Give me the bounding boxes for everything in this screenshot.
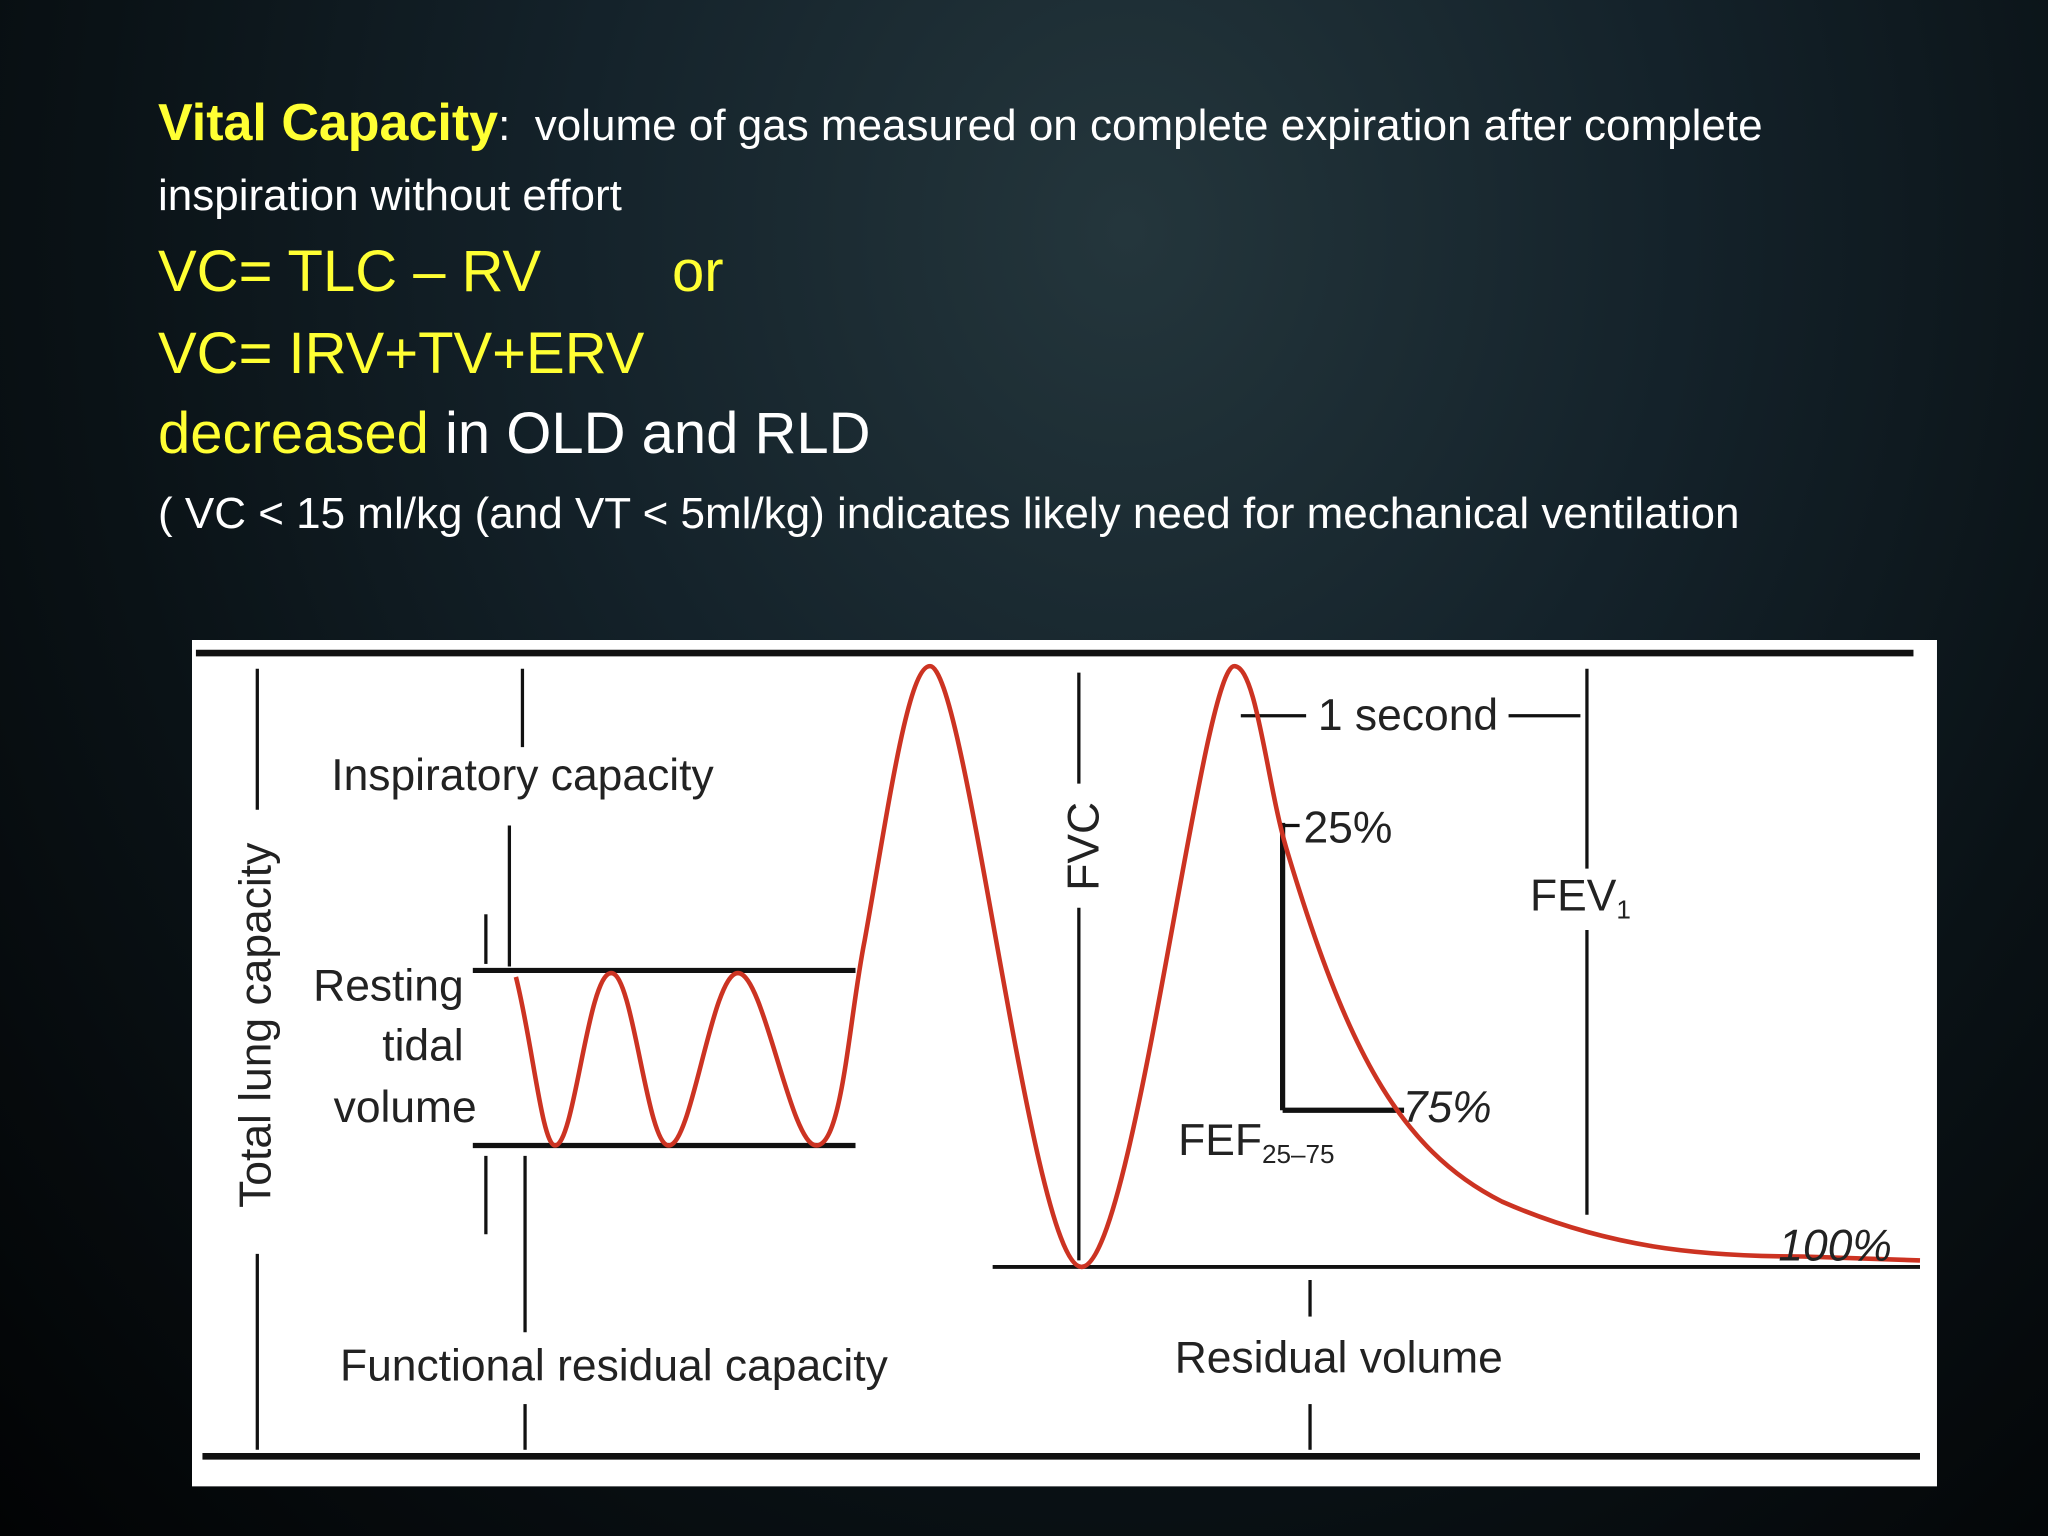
fef-subscript: 25–75 [1262,1139,1335,1169]
rtv-label: tidal [382,1022,463,1071]
fvc-label: FVC [1059,802,1108,891]
formula: VC= TLC – RV [158,239,542,304]
colon: : [498,101,511,150]
rtv-label: Resting [313,961,464,1010]
pct-label: 25% [1303,803,1392,852]
fef-label: FEF25–75 [1178,1116,1334,1169]
fev-label: FEV1 [1530,871,1631,924]
rtv-label: volume [334,1083,477,1132]
dimension-lines [255,668,1589,1450]
pct-label: 75% [1403,1083,1492,1132]
highlight: decreased [158,401,429,466]
volume-trace [513,663,1921,1270]
formula-or: or [672,239,724,304]
fef-text: FEF [1178,1116,1262,1165]
ic-label: Inspiratory capacity [331,751,714,800]
pct-label: 100% [1778,1221,1892,1270]
decreased-rest: in OLD and RLD [444,401,871,466]
fev-subscript: 1 [1616,895,1631,925]
diagram-background [192,640,1937,1487]
tlc-label: Total lung capacity [231,842,280,1208]
frc-label: Functional residual capacity [340,1342,889,1391]
second-label: 1 second [1318,691,1498,740]
rv-label: Residual volume [1175,1334,1503,1383]
fev-text: FEV [1530,871,1617,920]
term: Vital Capacity [158,94,499,152]
definition: Vital Capacity: volume of gas measured o… [158,88,1858,231]
definition-text: volume of gas measured on complete expir… [158,101,1763,220]
decreased-line: decreased in OLD and RLD [158,400,871,467]
formula: VC= IRV+TV+ERV [158,321,645,386]
note: ( VC < 15 ml/kg (and VT < 5ml/kg) indica… [158,489,1740,538]
